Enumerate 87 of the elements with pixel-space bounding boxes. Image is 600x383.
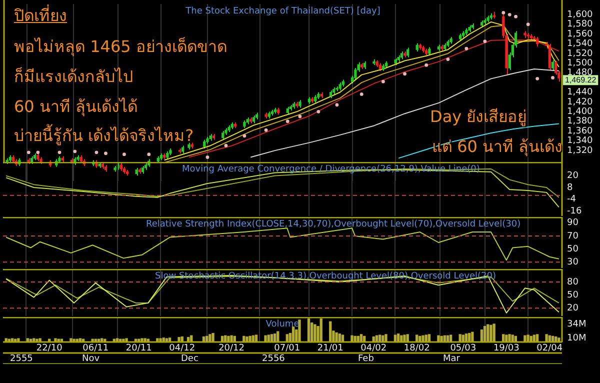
text: 2555 [10, 354, 33, 364]
x-tick-label: 18/02 [404, 344, 430, 354]
point [536, 76, 540, 80]
y-tick-label: 90 [567, 218, 579, 228]
x-tick-label: 06/11 [82, 344, 109, 354]
text: Nov [82, 354, 100, 364]
y-tick-label: 1,340 [567, 136, 594, 146]
y-tick-label: 1,320 [567, 146, 594, 156]
text: Mar [443, 354, 460, 364]
point [147, 152, 151, 156]
x-tick-label: 19/03 [493, 344, 520, 354]
point [104, 152, 108, 156]
candlestick [354, 68, 357, 80]
y-tick-label: 1,380 [567, 116, 594, 127]
candlestick [536, 36, 539, 48]
point [206, 156, 210, 159]
annotation: พอไม่หลุด 1465 อย่างเด็ดขาด [14, 37, 227, 57]
annotation: บ่ายนี้รู้กัน เด้งได้จริงไหม? [14, 126, 194, 146]
point [526, 22, 530, 26]
point [58, 150, 62, 154]
x-tick-label: 07/01 [274, 344, 300, 354]
annotation: Day ยังเสียอยู่ [430, 107, 527, 127]
y-tick-label: 8 [567, 182, 573, 193]
point [242, 134, 246, 138]
point [298, 114, 302, 118]
candlestick [554, 60, 558, 76]
x-tick-label: 04/12 [169, 344, 196, 354]
candlestick [548, 43, 551, 70]
point [502, 11, 506, 14]
point [514, 14, 518, 18]
y-tick-label: -4 [567, 194, 576, 205]
point [26, 150, 30, 154]
y-tick-label: 1,520 [567, 48, 594, 59]
annotation: ก็มีแรงเด้งกลับไป [14, 67, 133, 87]
text: Feb [358, 354, 374, 364]
x-tick-label: 05/03 [450, 344, 476, 354]
y-tick-label: 50 [567, 290, 579, 300]
point [286, 120, 290, 124]
y-tick-label: 1,580 [567, 20, 594, 30]
y-tick-label: 1,500 [567, 58, 594, 69]
y-tick-label: 1,400 [567, 107, 594, 117]
point [446, 58, 450, 61]
x-tick-label: 04/02 [360, 344, 387, 354]
y-tick-label: 20 [567, 304, 579, 314]
y-tick-label: 20 [567, 171, 579, 182]
point [403, 72, 406, 76]
point [360, 92, 364, 96]
point [264, 128, 268, 132]
chart-title: Relative Strength Index(CLOSE,14,30,70),Overbought Level(70),Oversold Level(30) [146, 219, 521, 230]
annotation: 1,469.22 [565, 75, 597, 84]
point [224, 144, 228, 148]
point [464, 46, 468, 50]
point [316, 110, 320, 114]
text: Dec [181, 354, 198, 364]
point [551, 76, 554, 80]
chart-title: The Stock Exchange of Thailand(SET) [day] [184, 6, 380, 16]
y-tick-label: 10M [567, 333, 586, 344]
y-tick-label: 1,600 [567, 10, 594, 20]
x-tick-label: 22/10 [36, 344, 63, 354]
point [36, 150, 40, 154]
point [73, 150, 77, 154]
x-tick-label: 20/11 [126, 344, 152, 354]
point [381, 80, 385, 84]
y-tick-label: 1,420 [567, 97, 594, 108]
point [335, 103, 339, 107]
y-tick-label: 1,560 [567, 29, 594, 40]
point [424, 63, 428, 67]
x-tick-label: 20/12 [218, 344, 245, 354]
y-tick-label: 70 [567, 231, 579, 242]
point [508, 12, 512, 16]
x-tick-label: 02/04 [536, 344, 563, 354]
annotation: ปิดเที่ยง [14, 6, 67, 26]
point [122, 152, 126, 156]
annotation: 60 นาที ลุ้นเด้งได้ [14, 97, 138, 117]
point [94, 150, 98, 154]
x-tick-label: 21/01 [317, 344, 344, 354]
y-tick-label: 34M [567, 319, 586, 330]
y-tick-label: 1,540 [567, 39, 594, 50]
y-tick-label: 50 [567, 244, 579, 254]
candlestick [551, 60, 554, 70]
y-tick-label: -16 [567, 206, 582, 216]
y-tick-label: 1,360 [567, 126, 594, 136]
y-tick-label: 1,440 [567, 88, 594, 98]
y-tick-label: 80 [567, 277, 579, 288]
text: 2556 [262, 354, 285, 364]
point [483, 40, 487, 44]
y-tick-label: 30 [567, 257, 579, 268]
